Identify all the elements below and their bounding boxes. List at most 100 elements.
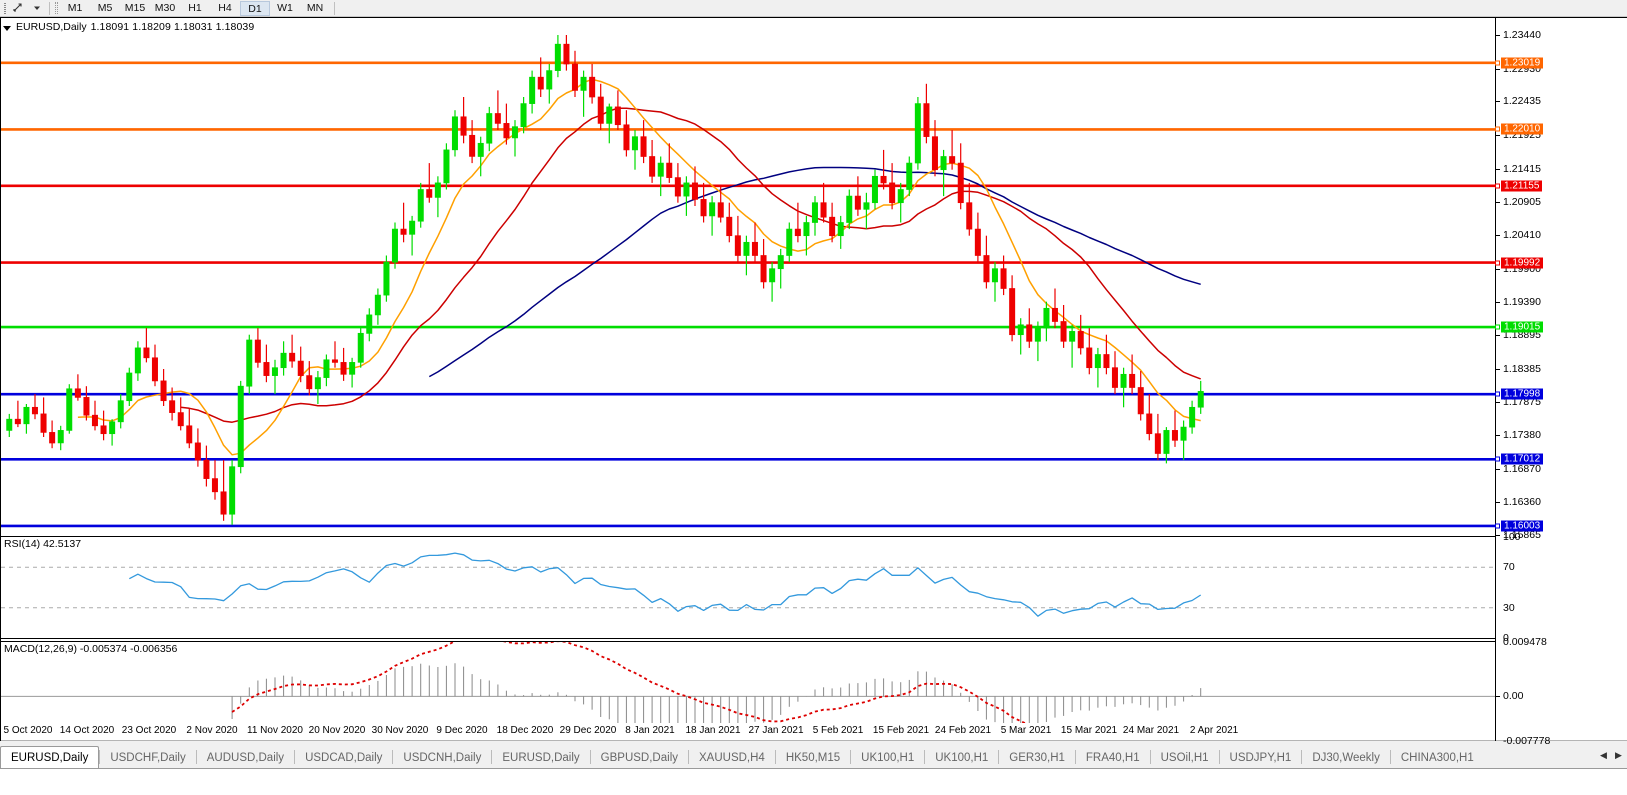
price-axis-tick xyxy=(1496,135,1500,136)
price-level-handle[interactable] xyxy=(1495,126,1500,132)
chart-tab-usdcad-daily[interactable]: USDCAD,Daily xyxy=(305,752,383,764)
tab-divider xyxy=(774,750,776,764)
timeframe-mn[interactable]: MN xyxy=(306,1,324,14)
tab-divider xyxy=(294,750,296,764)
date-axis-label: 30 Nov 2020 xyxy=(371,725,429,736)
price-level-handle[interactable] xyxy=(1495,183,1500,189)
price-axis-tick xyxy=(1496,268,1500,270)
price-axis[interactable]: 1.23440 1.22930 1.22435 1.21925 1.21415 1.209… xyxy=(1495,29,1627,747)
timeframe-d1[interactable]: D1 xyxy=(240,0,270,16)
chart-tab-uk100-h1[interactable]: UK100,H1 xyxy=(861,752,915,764)
price-level-handle[interactable] xyxy=(1495,60,1500,66)
rsi-axis-tick-label: 100 xyxy=(1503,531,1521,543)
tab-divider xyxy=(998,750,1000,764)
price-level-chip-1.19015[interactable]: 1.19015 xyxy=(1501,321,1544,333)
chart-tab-gbpusd-daily[interactable]: GBPUSD,Daily xyxy=(600,752,678,764)
chart-tab-fra40-h1[interactable]: FRA40,H1 xyxy=(1085,752,1140,764)
price-axis-tick xyxy=(1496,235,1500,236)
candlestick-plot xyxy=(1,35,1495,528)
timeframe-m30[interactable]: M30 xyxy=(154,1,176,14)
tab-underline xyxy=(0,768,1627,769)
toolbar-divider xyxy=(49,1,50,15)
chart-tab-eurusd-daily[interactable]: EURUSD,Daily xyxy=(0,746,100,769)
chart-tab-usoil-h1[interactable]: USOil,H1 xyxy=(1160,752,1209,764)
chart-tab-eurusd-daily[interactable]: EURUSD,Daily xyxy=(502,752,580,764)
price-level-chip-1.17012[interactable]: 1.17012 xyxy=(1501,453,1544,465)
price-axis-border xyxy=(1495,18,1496,741)
chart-menu-caret-icon[interactable] xyxy=(3,23,12,32)
price-level-handle[interactable] xyxy=(1495,456,1500,462)
rsi-axis-tick-label: 30 xyxy=(1503,601,1515,614)
tab-divider xyxy=(1149,750,1151,764)
chart-tab-audusd-daily[interactable]: AUDUSD,Daily xyxy=(206,752,285,764)
chart-tab-dj30-weekly[interactable]: DJ30,Weekly xyxy=(1312,752,1380,764)
rsi-label: RSI(14) 42.5137 xyxy=(4,538,82,550)
chart-tab-usdjpy-h1[interactable]: USDJPY,H1 xyxy=(1229,752,1292,764)
timeframe-m5[interactable]: M5 xyxy=(97,1,113,14)
rsi-pane[interactable]: RSI(14) 42.5137 xyxy=(1,536,1495,639)
date-axis-label: 20 Nov 2020 xyxy=(308,725,366,736)
tab-nav[interactable]: ◀ ▶ xyxy=(1597,748,1625,763)
price-level-handle[interactable] xyxy=(1495,260,1500,266)
date-axis-label: 8 Jan 2021 xyxy=(625,725,675,736)
tab-divider xyxy=(491,750,493,764)
date-axis-label: 5 Oct 2020 xyxy=(3,725,53,736)
timeframe-grip[interactable] xyxy=(53,2,60,15)
date-axis-label: 11 Nov 2020 xyxy=(247,725,303,736)
chart-tab-uk100-h1[interactable]: UK100,H1 xyxy=(935,752,989,764)
price-axis-tick-label: 1.22435 xyxy=(1503,95,1541,108)
price-axis-tick xyxy=(1496,202,1500,204)
tab-scroll-right-icon[interactable]: ▶ xyxy=(1615,750,1622,760)
price-axis-tick-label: 1.16870 xyxy=(1503,462,1541,475)
chart-tab-usdcnh-daily[interactable]: USDCNH,Daily xyxy=(403,752,482,764)
price-axis-tick-label: 1.20905 xyxy=(1503,196,1541,209)
chart-tab-strip[interactable]: EURUSD,Daily USDCHF,Daily AUDUSD,Daily USDC… xyxy=(0,745,1627,769)
chart-tab-usdchf-daily[interactable]: USDCHF,Daily xyxy=(110,752,186,764)
timeframe-w1[interactable]: W1 xyxy=(277,1,293,14)
date-axis-label: 15 Mar 2021 xyxy=(1060,725,1118,736)
top-toolbar: M1 M5 M15 M30 H1 H4 D1 W1 MN xyxy=(0,0,1627,17)
macd-axis-tick-label: -0.007778 xyxy=(1503,735,1551,747)
price-level-chip-1.21155[interactable]: 1.21155 xyxy=(1501,180,1543,192)
price-level-handle[interactable] xyxy=(1495,324,1500,330)
price-axis-tick xyxy=(1496,402,1500,404)
tab-scroll-left-icon[interactable]: ◀ xyxy=(1600,750,1607,760)
price-level-chip-1.16003[interactable]: 1.16003 xyxy=(1501,520,1544,532)
price-axis-tick xyxy=(1496,35,1500,36)
tab-divider xyxy=(99,750,101,764)
chart-tab-hk50-m15[interactable]: HK50,M15 xyxy=(785,752,841,764)
chart-tab-china300-h1[interactable]: CHINA300,H1 xyxy=(1400,752,1474,764)
chart-tab-xauusd-h4[interactable]: XAUUSD,H4 xyxy=(699,752,765,764)
price-axis-tick xyxy=(1496,101,1500,103)
price-level-handle[interactable] xyxy=(1495,523,1500,529)
price-level-chip-1.17998[interactable]: 1.17998 xyxy=(1501,388,1544,400)
chart-tab-ger30-h1[interactable]: GER30,H1 xyxy=(1009,752,1065,764)
crosshair-icon[interactable] xyxy=(10,1,28,16)
price-level-handle[interactable] xyxy=(1495,391,1500,397)
chart-container[interactable]: EURUSD,Daily 1.18091 1.18209 1.18031 1.1… xyxy=(0,17,1627,747)
tab-divider xyxy=(850,750,852,764)
price-level-chip-1.23019[interactable]: 1.23019 xyxy=(1501,57,1544,69)
timeframe-m1[interactable]: M1 xyxy=(67,1,83,14)
tab-bar-body xyxy=(0,769,1627,795)
timeframe-h4[interactable]: H4 xyxy=(218,1,232,14)
price-level-chip-1.19992[interactable]: 1.19992 xyxy=(1501,257,1544,269)
chart-left-border xyxy=(0,18,1,741)
timeframe-m15[interactable]: M15 xyxy=(124,1,146,14)
price-pane[interactable] xyxy=(1,35,1495,535)
price-axis-tick-label: 1.20410 xyxy=(1503,229,1541,241)
price-axis-tick-label: 1.18385 xyxy=(1503,362,1541,375)
date-axis-label: 2 Nov 2020 xyxy=(186,725,238,736)
date-axis-label: 24 Mar 2021 xyxy=(1122,725,1180,736)
chevron-down-icon[interactable] xyxy=(28,1,46,16)
date-axis-label: 14 Oct 2020 xyxy=(59,725,115,736)
price-axis-tick-label: 1.19390 xyxy=(1503,296,1541,309)
toolbar-drag-handle[interactable] xyxy=(0,1,10,16)
price-axis-tick-label: 1.17380 xyxy=(1503,429,1541,441)
macd-axis-tick-label: 0.009478 xyxy=(1503,636,1547,648)
price-axis-tick-label: 1.15865 xyxy=(1503,529,1541,541)
timeframe-h1[interactable]: H1 xyxy=(188,1,202,14)
date-axis: 5 Oct 2020 14 Oct 2020 23 Oct 2020 2 Nov 20… xyxy=(0,723,1627,740)
price-axis-tick xyxy=(1496,368,1500,370)
price-level-chip-1.22010[interactable]: 1.22010 xyxy=(1501,123,1544,135)
